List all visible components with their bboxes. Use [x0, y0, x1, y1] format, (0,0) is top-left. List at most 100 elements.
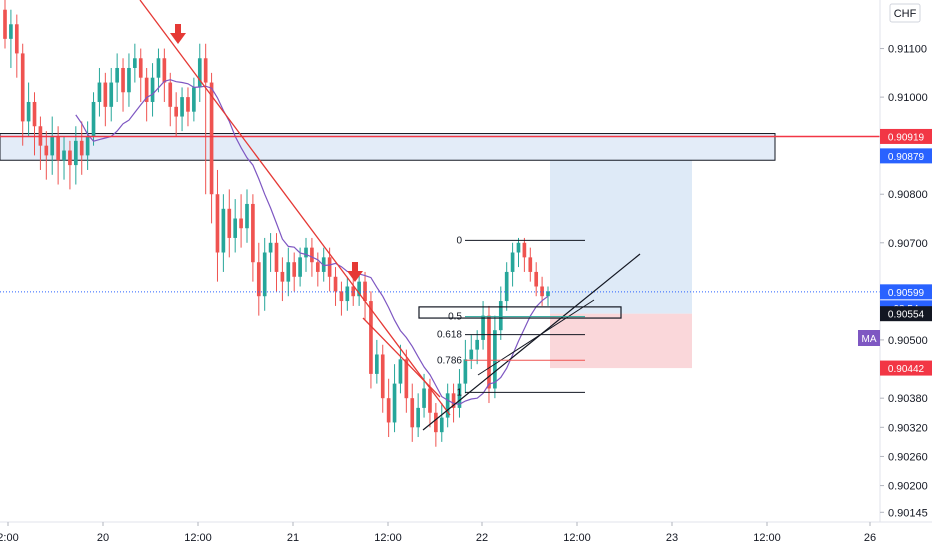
- candle-body[interactable]: [203, 58, 208, 83]
- candle-body[interactable]: [245, 203, 249, 229]
- target-zone[interactable]: [550, 155, 692, 314]
- candle-body[interactable]: [150, 77, 155, 102]
- candle-body[interactable]: [233, 218, 238, 238]
- candle-body[interactable]: [363, 281, 367, 302]
- candle-body[interactable]: [404, 359, 409, 399]
- candle-body[interactable]: [209, 82, 214, 195]
- candle-body[interactable]: [44, 145, 49, 156]
- candle-body[interactable]: [156, 58, 161, 78]
- candle-body[interactable]: [304, 247, 308, 258]
- candle-body[interactable]: [68, 150, 72, 166]
- candle-body[interactable]: [375, 354, 379, 374]
- candle-body[interactable]: [451, 393, 456, 408]
- candle-body[interactable]: [428, 388, 432, 413]
- candle-body[interactable]: [516, 242, 521, 253]
- candle-body[interactable]: [14, 24, 19, 54]
- candle-body[interactable]: [221, 208, 226, 253]
- moving-average-line[interactable]: [75, 79, 549, 405]
- candle-body[interactable]: [239, 218, 243, 229]
- candle-body[interactable]: [26, 101, 31, 122]
- candle-body[interactable]: [369, 301, 373, 374]
- currency-badge[interactable]: CHF: [889, 3, 921, 23]
- candle-body[interactable]: [410, 398, 415, 428]
- ma-badge[interactable]: MA: [858, 330, 880, 346]
- candle-body[interactable]: [227, 208, 232, 238]
- price-badge-resistance[interactable]: 0.90919: [880, 128, 932, 144]
- candle-body[interactable]: [20, 53, 25, 122]
- candle-body[interactable]: [197, 58, 202, 88]
- candle-body[interactable]: [339, 291, 344, 302]
- candle-body[interactable]: [398, 359, 403, 384]
- candle-body[interactable]: [380, 354, 385, 399]
- candle-body[interactable]: [310, 247, 314, 263]
- candle-body[interactable]: [50, 135, 55, 156]
- uptrend-line-second[interactable]: [477, 299, 595, 376]
- candle-body[interactable]: [422, 388, 426, 408]
- candle-body[interactable]: [351, 286, 356, 297]
- candle-body[interactable]: [32, 101, 37, 127]
- candle-body[interactable]: [9, 24, 13, 39]
- candle-body[interactable]: [540, 286, 544, 297]
- candle-body[interactable]: [333, 276, 338, 292]
- candle-body[interactable]: [256, 262, 261, 297]
- candle-body[interactable]: [97, 82, 102, 102]
- candle-body[interactable]: [215, 194, 220, 253]
- candle-body[interactable]: [292, 262, 297, 277]
- price-badge-entry[interactable]: 0.90554: [880, 306, 932, 322]
- candle-body[interactable]: [73, 140, 78, 166]
- candle-body[interactable]: [457, 383, 462, 408]
- candle-body[interactable]: [327, 257, 332, 277]
- entry-zone-box[interactable]: [418, 306, 622, 319]
- candle-body[interactable]: [91, 101, 96, 136]
- candle-body[interactable]: [174, 106, 178, 117]
- candle-body[interactable]: [127, 67, 131, 93]
- price-badge-zone[interactable]: 0.90879: [880, 148, 932, 164]
- candle-body[interactable]: [439, 417, 444, 433]
- price-badge-stop[interactable]: 0.90442: [880, 360, 932, 376]
- candle-body[interactable]: [392, 383, 397, 423]
- candle-body[interactable]: [475, 339, 480, 350]
- candle-body[interactable]: [85, 135, 90, 156]
- candle-body[interactable]: [133, 58, 137, 68]
- candle-body[interactable]: [498, 301, 503, 331]
- candle-body[interactable]: [286, 262, 291, 282]
- candle-body[interactable]: [3, 9, 7, 39]
- candle-body[interactable]: [79, 140, 84, 156]
- candle-body[interactable]: [386, 398, 391, 423]
- candle-body[interactable]: [274, 242, 279, 272]
- candle-body[interactable]: [357, 281, 361, 297]
- candle-body[interactable]: [315, 262, 320, 272]
- candle-body[interactable]: [463, 359, 468, 384]
- price-badge-last[interactable]: 0.90599: [880, 284, 932, 300]
- candle-body[interactable]: [504, 271, 509, 302]
- candle-body[interactable]: [144, 77, 149, 102]
- candle-body[interactable]: [481, 315, 485, 340]
- candle-body[interactable]: [469, 349, 474, 360]
- time-axis[interactable]: 2:00 20 12:00 21 12:00 22 12:00 23 12:00 26: [0, 522, 876, 544]
- resistance-zone-box[interactable]: [0, 133, 776, 161]
- candle-body[interactable]: [522, 242, 527, 258]
- candle-body[interactable]: [115, 67, 119, 83]
- candle-body[interactable]: [268, 242, 273, 253]
- candle-body[interactable]: [416, 407, 420, 428]
- candle-body[interactable]: [546, 291, 550, 297]
- candle-body[interactable]: [487, 315, 491, 389]
- candle-body[interactable]: [162, 58, 167, 83]
- candle-body[interactable]: [493, 330, 497, 389]
- candle-body[interactable]: [528, 257, 533, 272]
- candle-body[interactable]: [138, 58, 143, 78]
- uptrend-line-main[interactable]: [422, 253, 641, 431]
- candle-body[interactable]: [262, 252, 267, 297]
- candle-body[interactable]: [62, 150, 66, 161]
- candle-body[interactable]: [434, 412, 438, 433]
- candle-body[interactable]: [186, 97, 190, 112]
- candle-body[interactable]: [192, 87, 196, 112]
- fibonacci-retracement[interactable]: 0 0.5 0.618 0.786 1: [437, 235, 585, 398]
- candle-body[interactable]: [321, 257, 326, 272]
- candle-body[interactable]: [280, 271, 285, 282]
- candle-body[interactable]: [168, 82, 173, 107]
- candle-body[interactable]: [180, 97, 184, 117]
- candle-body[interactable]: [121, 67, 125, 93]
- candle-body[interactable]: [298, 257, 302, 277]
